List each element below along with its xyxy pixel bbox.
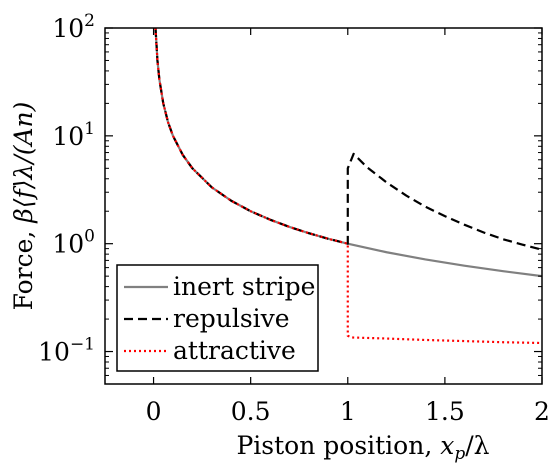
legend-box (116, 264, 319, 372)
x-tick-label: 0 (146, 397, 162, 426)
y-tick-label: 101 (52, 119, 95, 151)
y-tick-label: 102 (52, 11, 95, 43)
x-tick-label: 0.5 (231, 397, 271, 426)
y-tick-label: 10−1 (38, 335, 95, 367)
legend-label-repulsive: repulsive (173, 304, 290, 333)
x-tick-label: 2 (534, 397, 550, 426)
legend-label-inert-stripe: inert stripe (173, 272, 315, 301)
legend: inert stripe repulsive attractive (116, 264, 319, 372)
x-tick-label: 1.5 (425, 397, 465, 426)
x-tick-label: 1 (340, 397, 356, 426)
plot-frame (104, 27, 543, 385)
ticks-layer: 0 0.5 1 1.5 2 102 101 100 10−1 (38, 11, 550, 426)
y-axis-label: Force, β⟨f⟩λ/(An) (9, 102, 38, 311)
series-layer (154, 28, 542, 345)
x-axis-label: Piston position, xp/λ (236, 431, 489, 463)
series-line-repulsive (154, 28, 542, 251)
y-tick-label: 100 (52, 227, 95, 259)
series-line-attractive (154, 28, 542, 345)
legend-label-attractive: attractive (173, 336, 296, 365)
